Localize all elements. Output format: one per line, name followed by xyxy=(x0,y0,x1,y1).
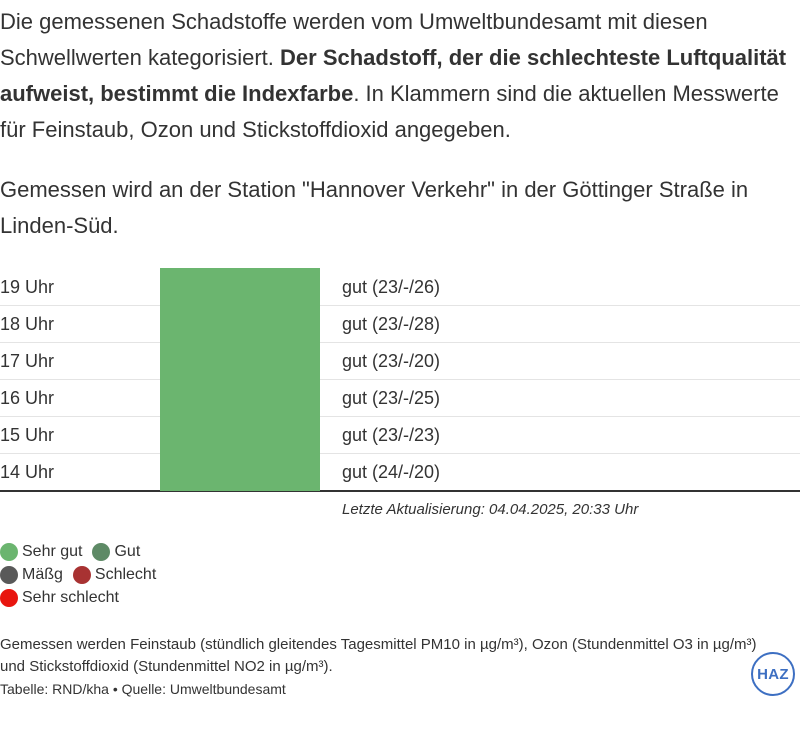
legend-dot-icon xyxy=(72,565,91,584)
legend-line: Mäßg Schlecht xyxy=(0,563,400,586)
legend-label: Schlecht xyxy=(94,565,157,583)
index-color-cell xyxy=(160,416,320,454)
notes: Gemessen werden Feinstaub (stündlich gle… xyxy=(0,636,757,675)
legend-label: Gut xyxy=(114,542,141,560)
row-time: 15 Uhr xyxy=(0,425,55,445)
row-value: gut (23/-/26) xyxy=(342,277,441,297)
table-row: 19 Uhr gut (23/-/26) xyxy=(0,268,800,306)
legend-label: Sehr gut xyxy=(22,542,83,560)
row-time: 16 Uhr xyxy=(0,388,55,408)
index-color-cell xyxy=(160,453,320,491)
table-row: 16 Uhr gut (23/-/25) xyxy=(0,379,800,417)
index-color-cell xyxy=(160,379,320,417)
station-text: Gemessen wird an der Station "Hannover V… xyxy=(0,177,749,238)
index-color-cell xyxy=(160,268,320,306)
table-row: 15 Uhr gut (23/-/23) xyxy=(0,416,800,454)
legend-line: Sehr schlecht xyxy=(0,586,400,609)
legend-label: Sehr schlecht xyxy=(22,588,119,606)
legend-item: Sehr schlecht xyxy=(0,588,119,607)
row-value: gut (24/-/20) xyxy=(342,462,441,482)
source-line: Tabelle: RND/kha • Quelle: Umweltbundesa… xyxy=(0,681,286,697)
table-row: 14 Uhr gut (24/-/20) xyxy=(0,453,800,492)
legend-item: Sehr gut xyxy=(0,542,83,561)
row-time: 18 Uhr xyxy=(0,314,55,334)
legend-line: Sehr gut Gut xyxy=(0,540,400,563)
legend-dot-icon xyxy=(0,565,18,584)
legend-dot-icon xyxy=(0,588,18,607)
legend-item: Mäßg xyxy=(0,565,63,584)
legend-item: Gut xyxy=(92,542,141,561)
legend-label: Mäßg xyxy=(22,565,63,583)
table-row: 18 Uhr gut (23/-/28) xyxy=(0,305,800,343)
last-updated: Letzte Aktualisierung: 04.04.2025, 20:33… xyxy=(342,501,639,518)
row-time: 19 Uhr xyxy=(0,277,55,297)
intro-text: Die gemessenen Schadstoffe werden vom Um… xyxy=(0,4,800,148)
row-value: gut (23/-/23) xyxy=(342,425,441,445)
legend-item: Schlecht xyxy=(72,565,157,584)
intro-part1: Die gemessenen Schadstoffe werden vom Um… xyxy=(0,9,708,70)
index-color-cell xyxy=(160,305,320,343)
legend-dot-icon xyxy=(92,542,111,561)
row-time: 14 Uhr xyxy=(0,462,55,482)
legend: Sehr gut Gut Mäßg Schlecht Sehr schlecht xyxy=(0,540,400,609)
row-value: gut (23/-/25) xyxy=(342,388,441,408)
table-row: 17 Uhr gut (23/-/20) xyxy=(0,342,800,380)
legend-dot-icon xyxy=(0,542,18,561)
air-quality-table: 19 Uhr gut (23/-/26) 18 Uhr gut (23/-/28) 17… xyxy=(0,268,800,492)
row-value: gut (23/-/20) xyxy=(342,351,441,371)
row-time: 17 Uhr xyxy=(0,351,55,371)
haz-logo[interactable]: HAZ xyxy=(751,652,795,696)
row-value: gut (23/-/28) xyxy=(342,314,441,334)
intro-bold: Der Schadstoff, der die schlechteste Luf… xyxy=(0,45,787,106)
intro-part2: . In Klammern sind die aktuellen Messwer… xyxy=(0,81,779,142)
index-color-cell xyxy=(160,342,320,380)
